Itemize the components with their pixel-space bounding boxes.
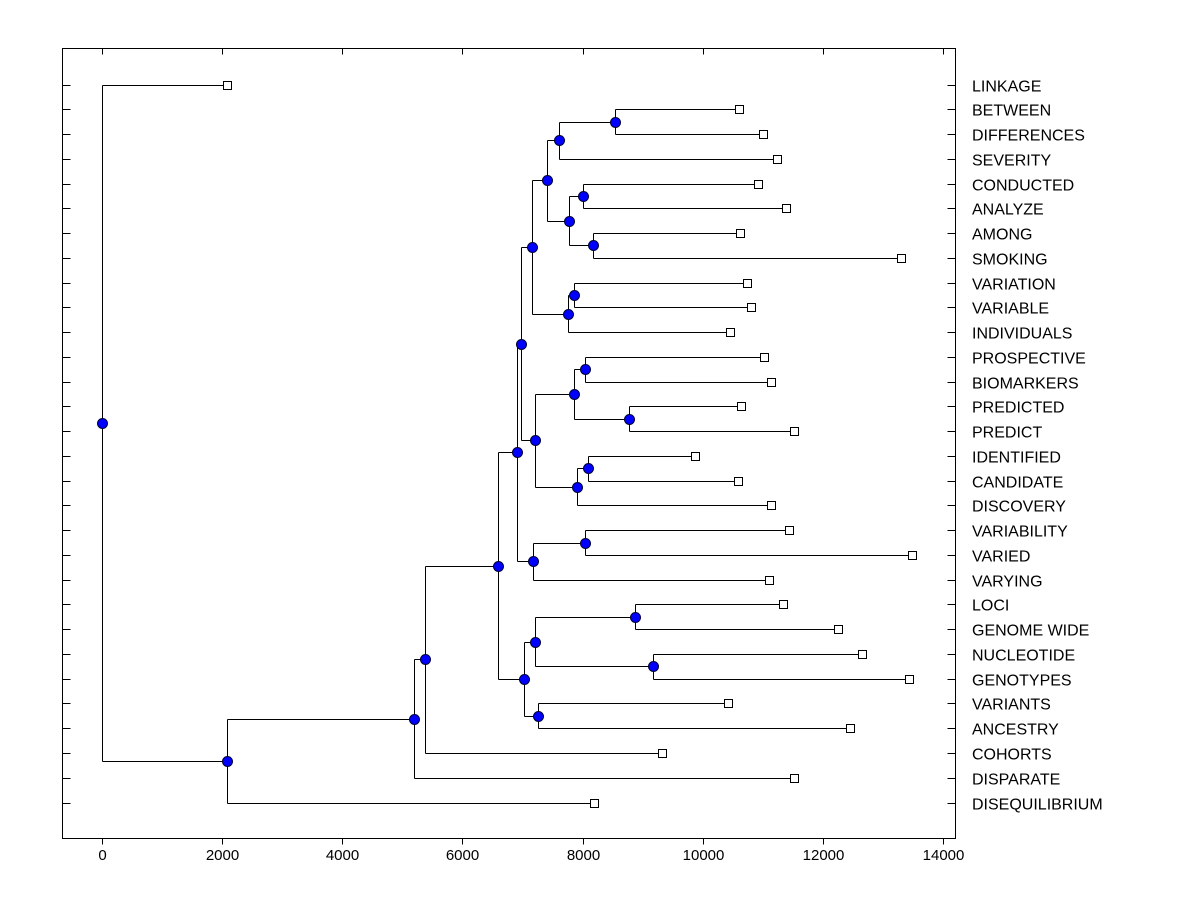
leaf-marker xyxy=(790,427,799,436)
x-tick-label: 6000 xyxy=(446,847,479,864)
leaf-marker xyxy=(908,551,917,560)
leaf-marker xyxy=(765,576,774,585)
leaf-label: IDENTIFIED xyxy=(972,450,1061,467)
leaf-label: DISCOVERY xyxy=(972,499,1066,516)
cluster-node xyxy=(578,191,589,202)
plot-frame xyxy=(62,48,956,839)
cluster-node xyxy=(572,482,583,493)
leaf-label: COHORTS xyxy=(972,747,1052,764)
leaf-marker xyxy=(785,526,794,535)
cluster-node xyxy=(563,309,574,320)
leaf-label: NUCLEOTIDE xyxy=(972,648,1075,665)
cluster-node xyxy=(564,216,575,227)
leaf-marker xyxy=(736,229,745,238)
x-tick-label: 0 xyxy=(98,847,106,864)
leaf-marker xyxy=(905,675,914,684)
leaf-label: GENOTYPES xyxy=(972,673,1072,690)
leaf-marker xyxy=(773,155,782,164)
leaf-label: SEVERITY xyxy=(972,153,1051,170)
leaf-marker xyxy=(779,600,788,609)
leaf-marker xyxy=(590,799,599,808)
leaf-marker xyxy=(737,402,746,411)
leaf-label: PREDICT xyxy=(972,425,1042,442)
x-tick-label: 12000 xyxy=(803,847,845,864)
cluster-node xyxy=(542,175,553,186)
cluster-node xyxy=(569,290,580,301)
cluster-node xyxy=(409,714,420,725)
cluster-node xyxy=(519,674,530,685)
cluster-node xyxy=(97,418,108,429)
cluster-node xyxy=(610,117,621,128)
leaf-label: PREDICTED xyxy=(972,400,1064,417)
leaf-marker xyxy=(846,724,855,733)
cluster-node xyxy=(222,756,233,767)
leaf-label: GENOME WIDE xyxy=(972,623,1089,640)
x-tick-label: 14000 xyxy=(923,847,965,864)
x-tick-label: 8000 xyxy=(567,847,600,864)
leaf-label: CONDUCTED xyxy=(972,178,1074,195)
cluster-node xyxy=(533,711,544,722)
x-tick-label: 4000 xyxy=(326,847,359,864)
leaf-marker xyxy=(223,81,232,90)
cluster-node xyxy=(512,447,523,458)
leaf-label: DISEQUILIBRIUM xyxy=(972,797,1103,814)
leaf-label: CANDIDATE xyxy=(972,475,1063,492)
leaf-label: VARIABLE xyxy=(972,301,1049,318)
cluster-node xyxy=(530,435,541,446)
cluster-node xyxy=(569,389,580,400)
leaf-marker xyxy=(858,650,867,659)
leaf-marker xyxy=(724,699,733,708)
leaf-label: VARIANTS xyxy=(972,697,1051,714)
leaf-label: SMOKING xyxy=(972,252,1048,269)
leaf-marker xyxy=(735,105,744,114)
cluster-node xyxy=(580,538,591,549)
leaf-marker xyxy=(767,501,776,510)
leaf-label: DIFFERENCES xyxy=(972,128,1085,145)
cluster-node xyxy=(648,661,659,672)
leaf-label: LOCI xyxy=(972,598,1009,615)
leaf-label: INDIVIDUALS xyxy=(972,326,1072,343)
leaf-marker xyxy=(691,452,700,461)
leaf-label: LINKAGE xyxy=(972,79,1041,96)
leaf-label: PROSPECTIVE xyxy=(972,351,1086,368)
leaf-label: VARIATION xyxy=(972,277,1056,294)
leaf-label: ANCESTRY xyxy=(972,722,1059,739)
leaf-label: VARIABILITY xyxy=(972,524,1068,541)
cluster-node xyxy=(630,612,641,623)
leaf-label: BETWEEN xyxy=(972,103,1051,120)
cluster-node xyxy=(588,240,599,251)
leaf-label: DISPARATE xyxy=(972,772,1060,789)
leaf-marker xyxy=(782,204,791,213)
leaf-label: AMONG xyxy=(972,227,1032,244)
leaf-marker xyxy=(747,303,756,312)
cluster-node xyxy=(583,463,594,474)
leaf-label: VARIED xyxy=(972,549,1030,566)
leaf-marker xyxy=(754,180,763,189)
leaf-marker xyxy=(767,378,776,387)
leaf-marker xyxy=(759,130,768,139)
leaf-label: VARYING xyxy=(972,574,1043,591)
leaf-marker xyxy=(790,774,799,783)
cluster-node xyxy=(527,242,538,253)
leaf-marker xyxy=(726,328,735,337)
cluster-node xyxy=(530,637,541,648)
cluster-node xyxy=(493,561,504,572)
leaf-marker xyxy=(743,279,752,288)
cluster-node xyxy=(624,414,635,425)
leaf-marker xyxy=(834,625,843,634)
x-tick-label: 2000 xyxy=(206,847,239,864)
cluster-node xyxy=(528,556,539,567)
leaf-label: BIOMARKERS xyxy=(972,376,1079,393)
leaf-marker xyxy=(760,353,769,362)
leaf-label: ANALYZE xyxy=(972,202,1044,219)
leaf-marker xyxy=(734,477,743,486)
cluster-node xyxy=(516,339,527,350)
cluster-node xyxy=(580,364,591,375)
cluster-node xyxy=(420,654,431,665)
x-tick-label: 10000 xyxy=(683,847,725,864)
leaf-marker xyxy=(897,254,906,263)
cluster-node xyxy=(554,135,565,146)
leaf-marker xyxy=(658,749,667,758)
